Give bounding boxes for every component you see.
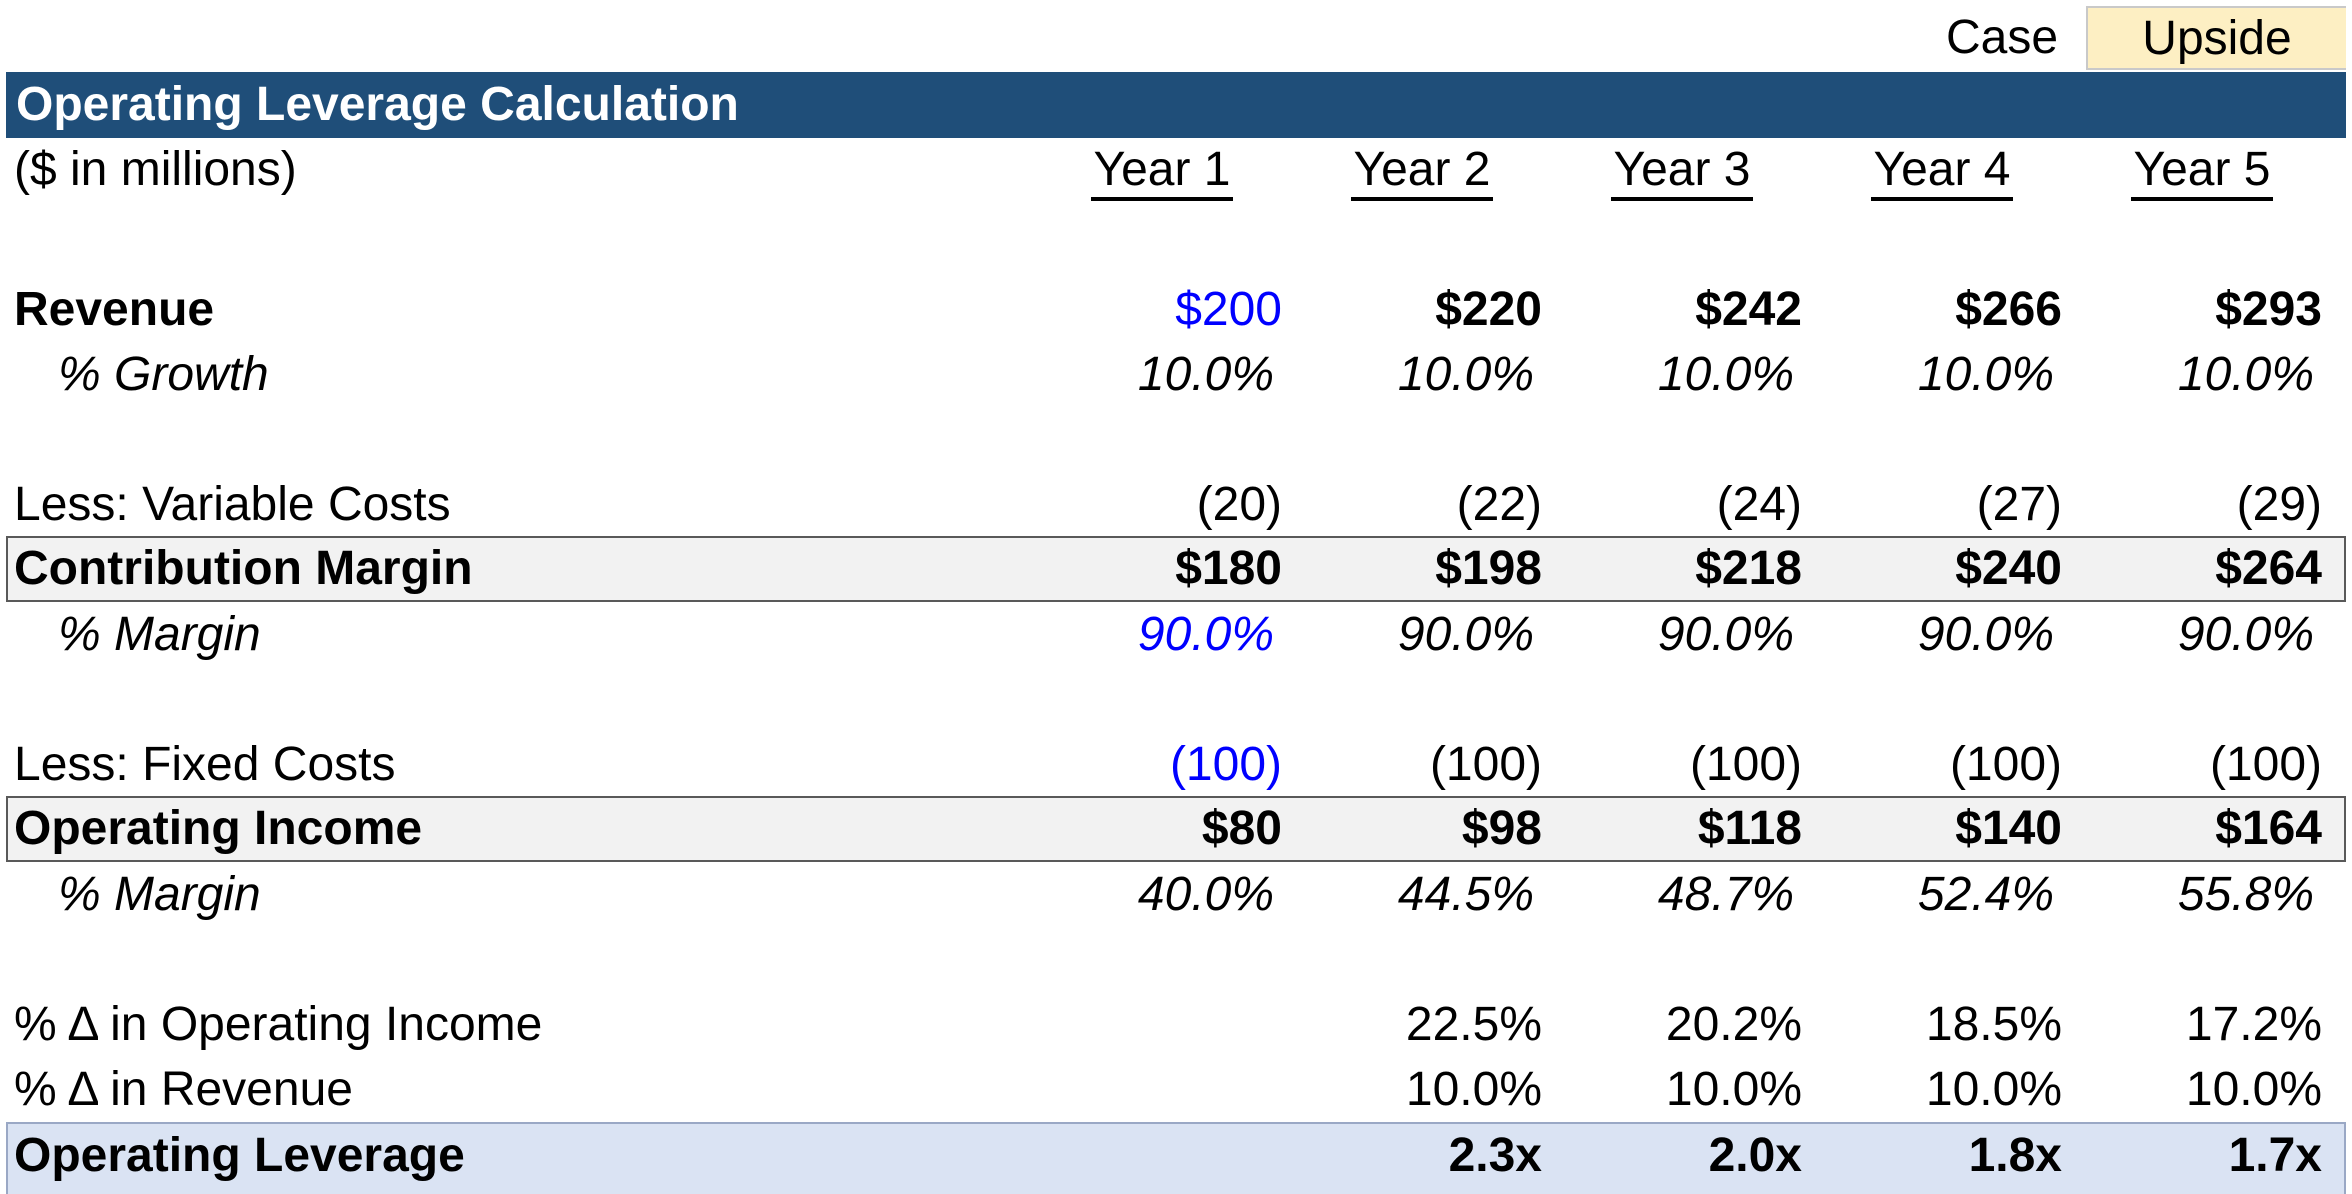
revenue-cell-y5[interactable]: $293 [2215,283,2322,336]
header-row: ($ in millions) Year 1 Year 2 Year 3 Yea… [0,138,2352,202]
growth-cell-y1[interactable]: 10.0% [1137,348,1274,401]
row-label: Operating Leverage [14,1129,465,1182]
year-header: Year 5 [2082,138,2322,202]
year-header: Year 1 [1042,138,1282,202]
delta-revenue-cell-y2[interactable]: 10.0% [1405,1063,1542,1116]
variable-costs-cell-y1[interactable]: (20) [1196,478,1282,531]
row-label: Contribution Margin [14,542,473,595]
contribution-margin-cell-y2[interactable]: $198 [1435,542,1542,595]
oi-margin-row: % Margin 40.0% 44.5% 48.7% 52.4% 55.8% [0,863,2352,927]
delta-oi-row: % Δ in Operating Income 22.5% 20.2% 18.5… [0,993,2352,1057]
growth-cell-y5[interactable]: 10.0% [2177,348,2314,401]
delta-revenue-cell-y4[interactable]: 10.0% [1925,1063,2062,1116]
fixed-costs-cell-y2[interactable]: (100) [1429,738,1542,791]
cm-margin-row: % Margin 90.0% 90.0% 90.0% 90.0% 90.0% [0,603,2352,667]
row-label: Revenue [14,283,215,336]
delta-oi-cell-y2[interactable]: 22.5% [1405,998,1542,1051]
row-label: % Margin [58,608,261,661]
row-label: Less: Variable Costs [14,478,451,531]
contribution-margin-cell-y4[interactable]: $240 [1955,542,2062,595]
contribution-margin-cell-y5[interactable]: $264 [2215,542,2322,595]
cm-margin-cell-y5[interactable]: 90.0% [2177,608,2314,661]
operating-leverage-cell-y1[interactable] [1042,1124,1282,1188]
variable-costs-row: Less: Variable Costs (20) (22) (24) (27)… [0,473,2352,537]
variable-costs-cell-y3[interactable]: (24) [1716,478,1802,531]
row-label: Operating Income [14,802,423,855]
fixed-costs-cell-y4[interactable]: (100) [1949,738,2062,791]
year-header: Year 4 [1822,138,2062,202]
operating-income-cell-y2[interactable]: $98 [1461,802,1542,855]
operating-leverage-cell-y2[interactable]: 2.3x [1448,1129,1542,1182]
operating-leverage-cell-y4[interactable]: 1.8x [1968,1129,2062,1182]
revenue-cell-y4[interactable]: $266 [1955,283,2062,336]
delta-oi-cell-y1[interactable] [1042,993,1282,1057]
year-header: Year 3 [1562,138,1802,202]
operating-leverage-row: Operating Leverage 2.3x 2.0x 1.8x 1.7x [0,1124,2352,1188]
operating-leverage-cell-y3[interactable]: 2.0x [1708,1129,1802,1182]
revenue-cell-y3[interactable]: $242 [1695,283,1802,336]
row-label: % Δ in Revenue [14,1063,353,1116]
operating-income-cell-y4[interactable]: $140 [1955,802,2062,855]
operating-leverage-cell-y5[interactable]: 1.7x [2228,1129,2322,1182]
delta-revenue-cell-y3[interactable]: 10.0% [1665,1063,1802,1116]
oi-margin-cell-y4[interactable]: 52.4% [1917,868,2054,921]
delta-oi-cell-y5[interactable]: 17.2% [2185,998,2322,1051]
oi-margin-cell-y5[interactable]: 55.8% [2177,868,2314,921]
operating-leverage-box [6,1122,2346,1194]
revenue-row: Revenue $200 $220 $242 $266 $293 [0,278,2352,342]
oi-margin-cell-y1[interactable]: 40.0% [1137,868,1274,921]
contribution-margin-cell-y3[interactable]: $218 [1695,542,1802,595]
case-label: Case [1946,11,2059,64]
delta-revenue-row: % Δ in Revenue 10.0% 10.0% 10.0% 10.0% [0,1058,2352,1122]
revenue-cell-y2[interactable]: $220 [1435,283,1542,336]
operating-income-row: Operating Income $80 $98 $118 $140 $164 [0,797,2352,861]
operating-income-cell-y1[interactable]: $80 [1201,802,1282,855]
fixed-costs-cell-y1[interactable]: (100) [1169,738,1282,791]
variable-costs-cell-y2[interactable]: (22) [1456,478,1542,531]
growth-cell-y3[interactable]: 10.0% [1657,348,1794,401]
fixed-costs-cell-y5[interactable]: (100) [2209,738,2322,791]
variable-costs-cell-y4[interactable]: (27) [1976,478,2062,531]
contribution-margin-row: Contribution Margin $180 $198 $218 $240 … [0,537,2352,601]
contribution-margin-cell-y1[interactable]: $180 [1175,542,1282,595]
operating-income-cell-y5[interactable]: $164 [2215,802,2322,855]
row-label: Less: Fixed Costs [14,738,396,791]
delta-revenue-cell-y1[interactable] [1042,1058,1282,1122]
delta-oi-cell-y4[interactable]: 18.5% [1925,998,2062,1051]
cm-margin-cell-y3[interactable]: 90.0% [1657,608,1794,661]
growth-cell-y4[interactable]: 10.0% [1917,348,2054,401]
oi-margin-cell-y2[interactable]: 44.5% [1397,868,1534,921]
row-label: % Growth [58,348,269,401]
fixed-costs-cell-y3[interactable]: (100) [1689,738,1802,791]
cm-margin-cell-y4[interactable]: 90.0% [1917,608,2054,661]
units-label: ($ in millions) [14,143,297,196]
case-selector-cell[interactable]: Upside [2086,6,2346,70]
growth-row: % Growth 10.0% 10.0% 10.0% 10.0% 10.0% [0,343,2352,407]
cm-margin-cell-y2[interactable]: 90.0% [1397,608,1534,661]
revenue-cell-y1[interactable]: $200 [1175,283,1282,336]
variable-costs-cell-y5[interactable]: (29) [2236,478,2322,531]
growth-cell-y2[interactable]: 10.0% [1397,348,1534,401]
year-header: Year 2 [1302,138,1542,202]
operating-income-box [6,796,2346,862]
cm-margin-cell-y1[interactable]: 90.0% [1137,608,1274,661]
contribution-margin-box [6,536,2346,602]
oi-margin-cell-y3[interactable]: 48.7% [1657,868,1794,921]
delta-oi-cell-y3[interactable]: 20.2% [1665,998,1802,1051]
operating-income-cell-y3[interactable]: $118 [1697,802,1802,855]
row-label: % Δ in Operating Income [14,998,543,1051]
fixed-costs-row: Less: Fixed Costs (100) (100) (100) (100… [0,733,2352,797]
row-label: % Margin [58,868,261,921]
delta-revenue-cell-y5[interactable]: 10.0% [2185,1063,2322,1116]
page-title: Operating Leverage Calculation [6,72,2346,138]
